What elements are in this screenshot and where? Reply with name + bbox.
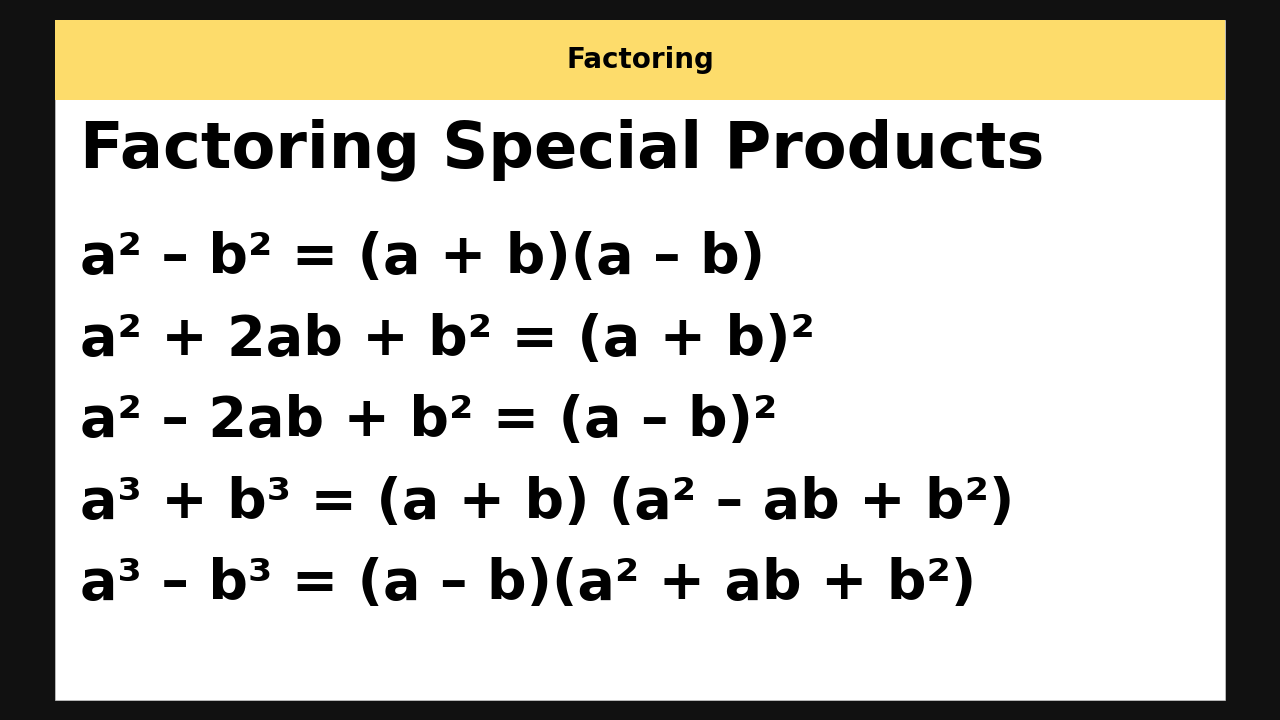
Text: a³ + b³ = (a + b) (a² – ab + b²): a³ + b³ = (a + b) (a² – ab + b²) bbox=[81, 476, 1015, 530]
Text: a² + 2ab + b² = (a + b)²: a² + 2ab + b² = (a + b)² bbox=[81, 312, 815, 366]
Bar bbox=[55, 20, 1225, 100]
Text: a² – 2ab + b² = (a – b)²: a² – 2ab + b² = (a – b)² bbox=[81, 394, 777, 448]
Text: Factoring: Factoring bbox=[566, 46, 714, 74]
Text: a² – b² = (a + b)(a – b): a² – b² = (a + b)(a – b) bbox=[81, 231, 765, 285]
Text: Factoring Special Products: Factoring Special Products bbox=[81, 118, 1044, 181]
Text: a³ – b³ = (a – b)(a² + ab + b²): a³ – b³ = (a – b)(a² + ab + b²) bbox=[81, 557, 977, 611]
